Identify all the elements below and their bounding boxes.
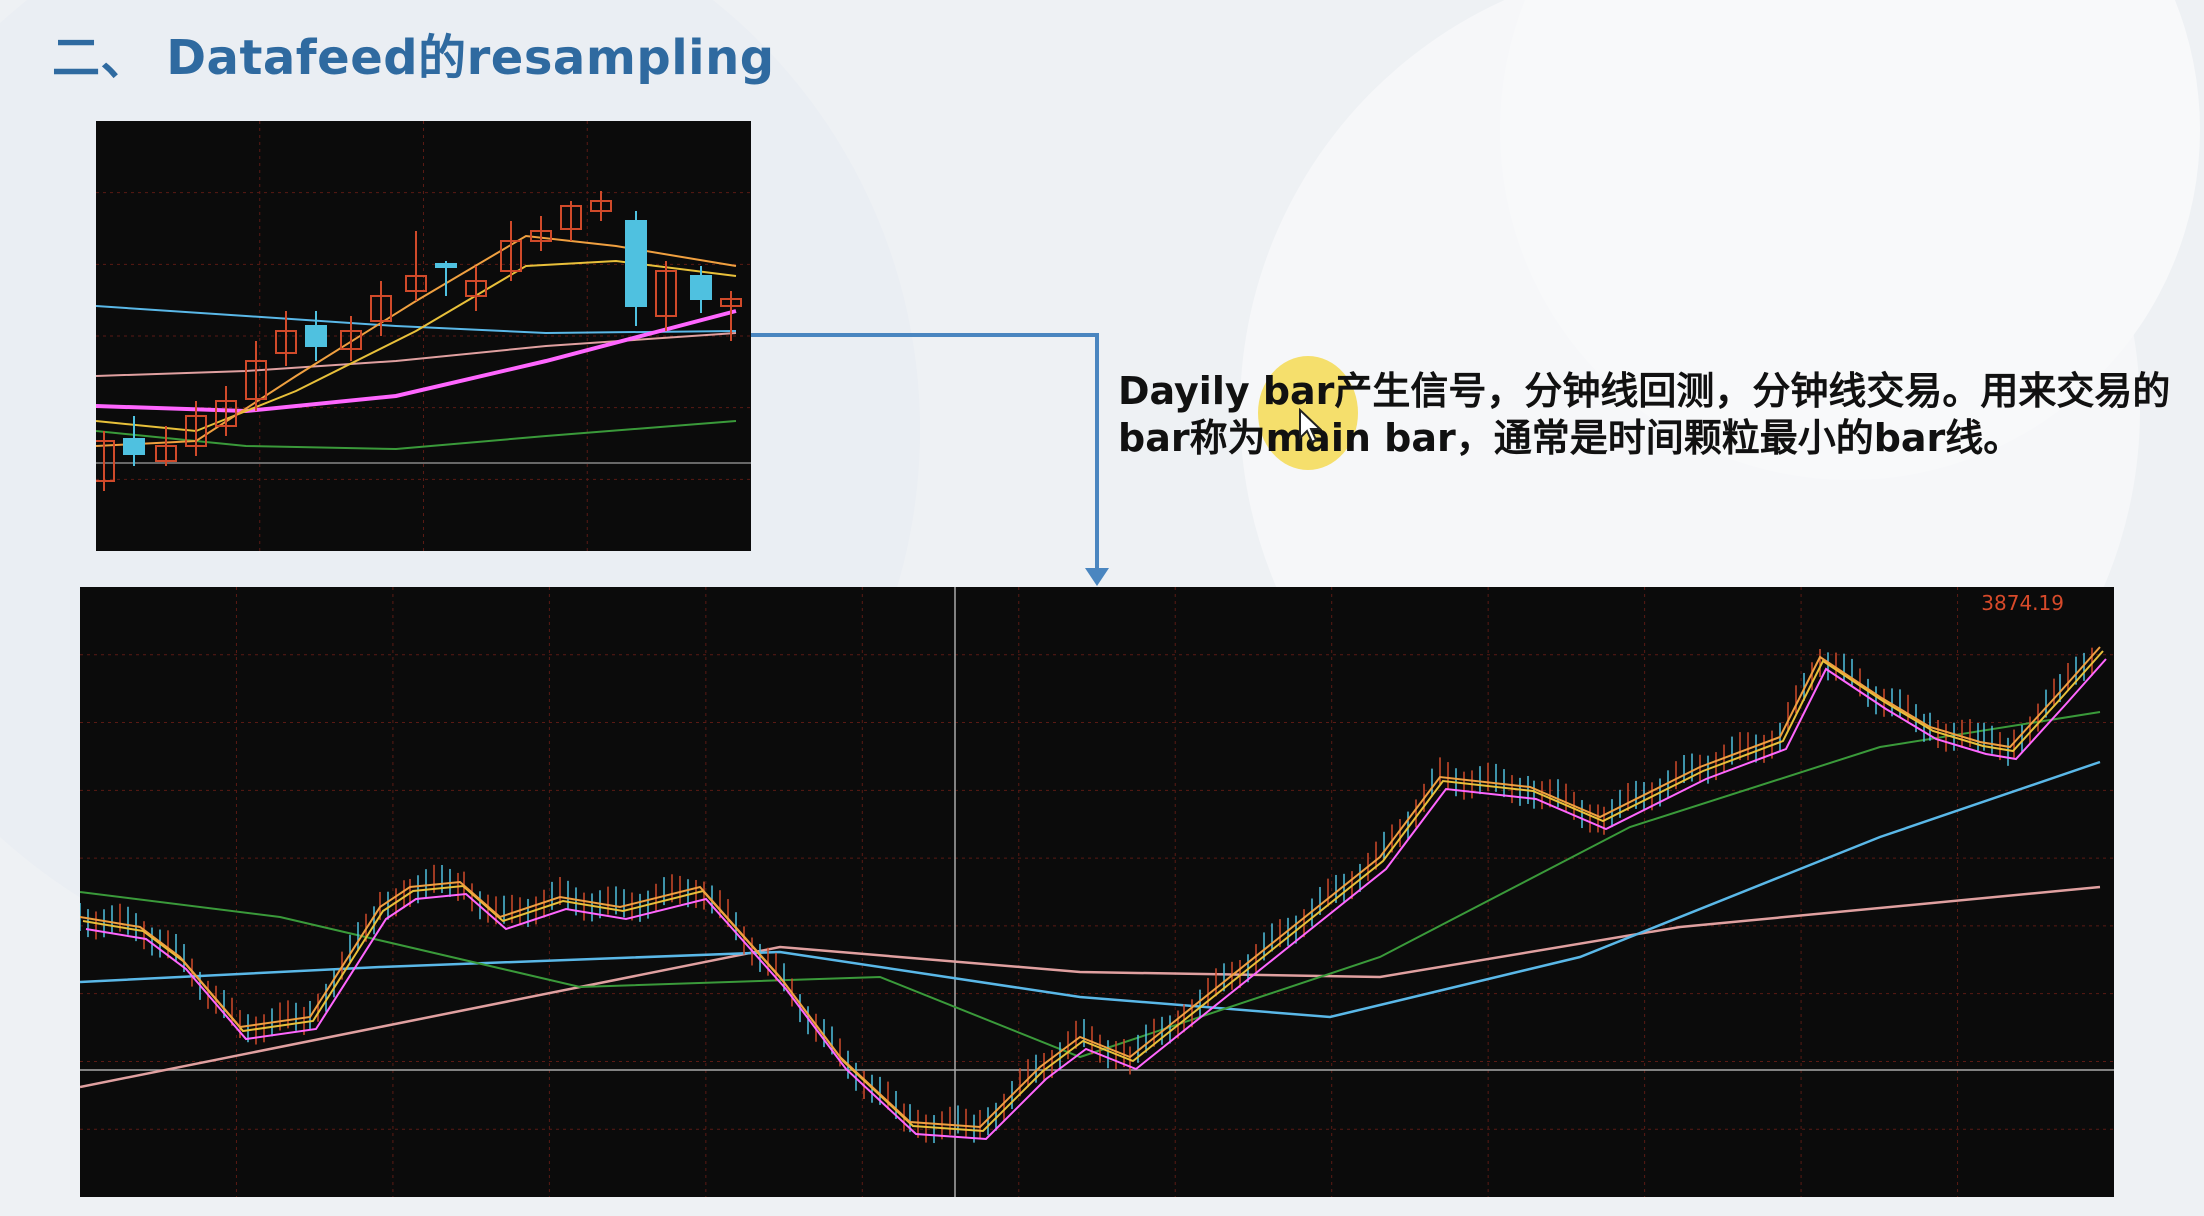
moving-average-line xyxy=(80,885,2101,1089)
moving-average-line xyxy=(96,332,737,377)
daily-chart-canvas xyxy=(96,121,751,551)
cursor-highlight xyxy=(1258,356,1358,470)
moving-average-line xyxy=(96,420,737,451)
candle-body xyxy=(720,298,742,307)
candle-body xyxy=(185,415,207,447)
moving-average-line xyxy=(80,646,2101,1129)
moving-average-line xyxy=(85,658,2107,1141)
candle-body xyxy=(465,280,487,297)
moving-average-line xyxy=(82,650,2104,1133)
candle-body xyxy=(275,330,297,354)
candle-body xyxy=(690,275,712,300)
candle-body xyxy=(215,400,237,427)
candle-body xyxy=(560,205,582,230)
candle-body xyxy=(305,325,327,347)
candle-body xyxy=(625,220,647,307)
candle-body xyxy=(155,445,177,462)
mouse-pointer-icon xyxy=(1299,408,1322,444)
price-label: 3874.19 xyxy=(1981,591,2064,615)
explanation-line-2: bar称为main bar，通常是时间颗粒最小的bar线。 xyxy=(1118,416,2022,460)
candle-body xyxy=(340,330,362,350)
moving-average-line xyxy=(80,760,2101,1019)
candle-body xyxy=(655,270,677,317)
minute-chart-canvas xyxy=(80,587,2114,1197)
minute-bar-chart: 3874.19 xyxy=(80,587,2114,1197)
candle-body xyxy=(245,360,267,400)
candle-body xyxy=(370,295,392,322)
moving-average-line xyxy=(80,711,2101,1059)
candle-body xyxy=(590,200,612,212)
moving-average-line xyxy=(96,305,737,335)
slide-title: 二、 Datafeed的resampling xyxy=(52,30,775,86)
candle-body xyxy=(96,440,115,482)
candle-body xyxy=(435,263,457,268)
explanation-text: Dayily bar产生信号，分钟线回测，分钟线交易。用来交易的 bar称为ma… xyxy=(1118,368,2178,462)
candle-body xyxy=(405,275,427,292)
candle-body xyxy=(500,240,522,272)
candle-body xyxy=(123,438,145,455)
daily-bar-chart xyxy=(96,121,751,551)
candle-body xyxy=(530,230,552,242)
explanation-line-1: Dayily bar产生信号，分钟线回测，分钟线交易。用来交易的 xyxy=(1118,369,2171,413)
